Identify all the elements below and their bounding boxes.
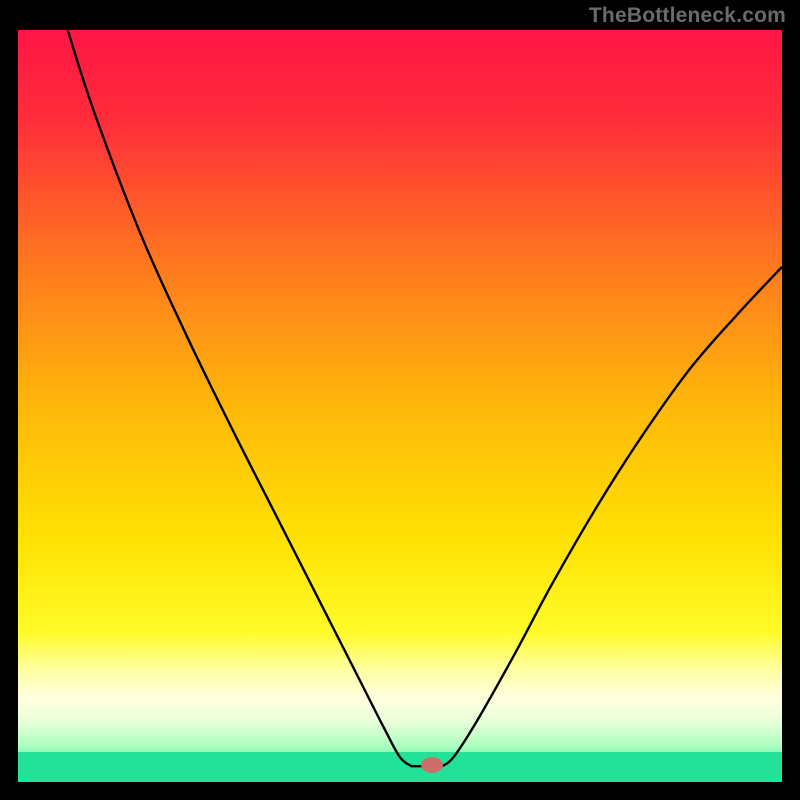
curve-svg [18,30,782,782]
valley-marker [421,757,443,773]
watermark-text: TheBottleneck.com [589,4,786,28]
plot-area [18,30,782,782]
bottleneck-curve [68,30,782,766]
